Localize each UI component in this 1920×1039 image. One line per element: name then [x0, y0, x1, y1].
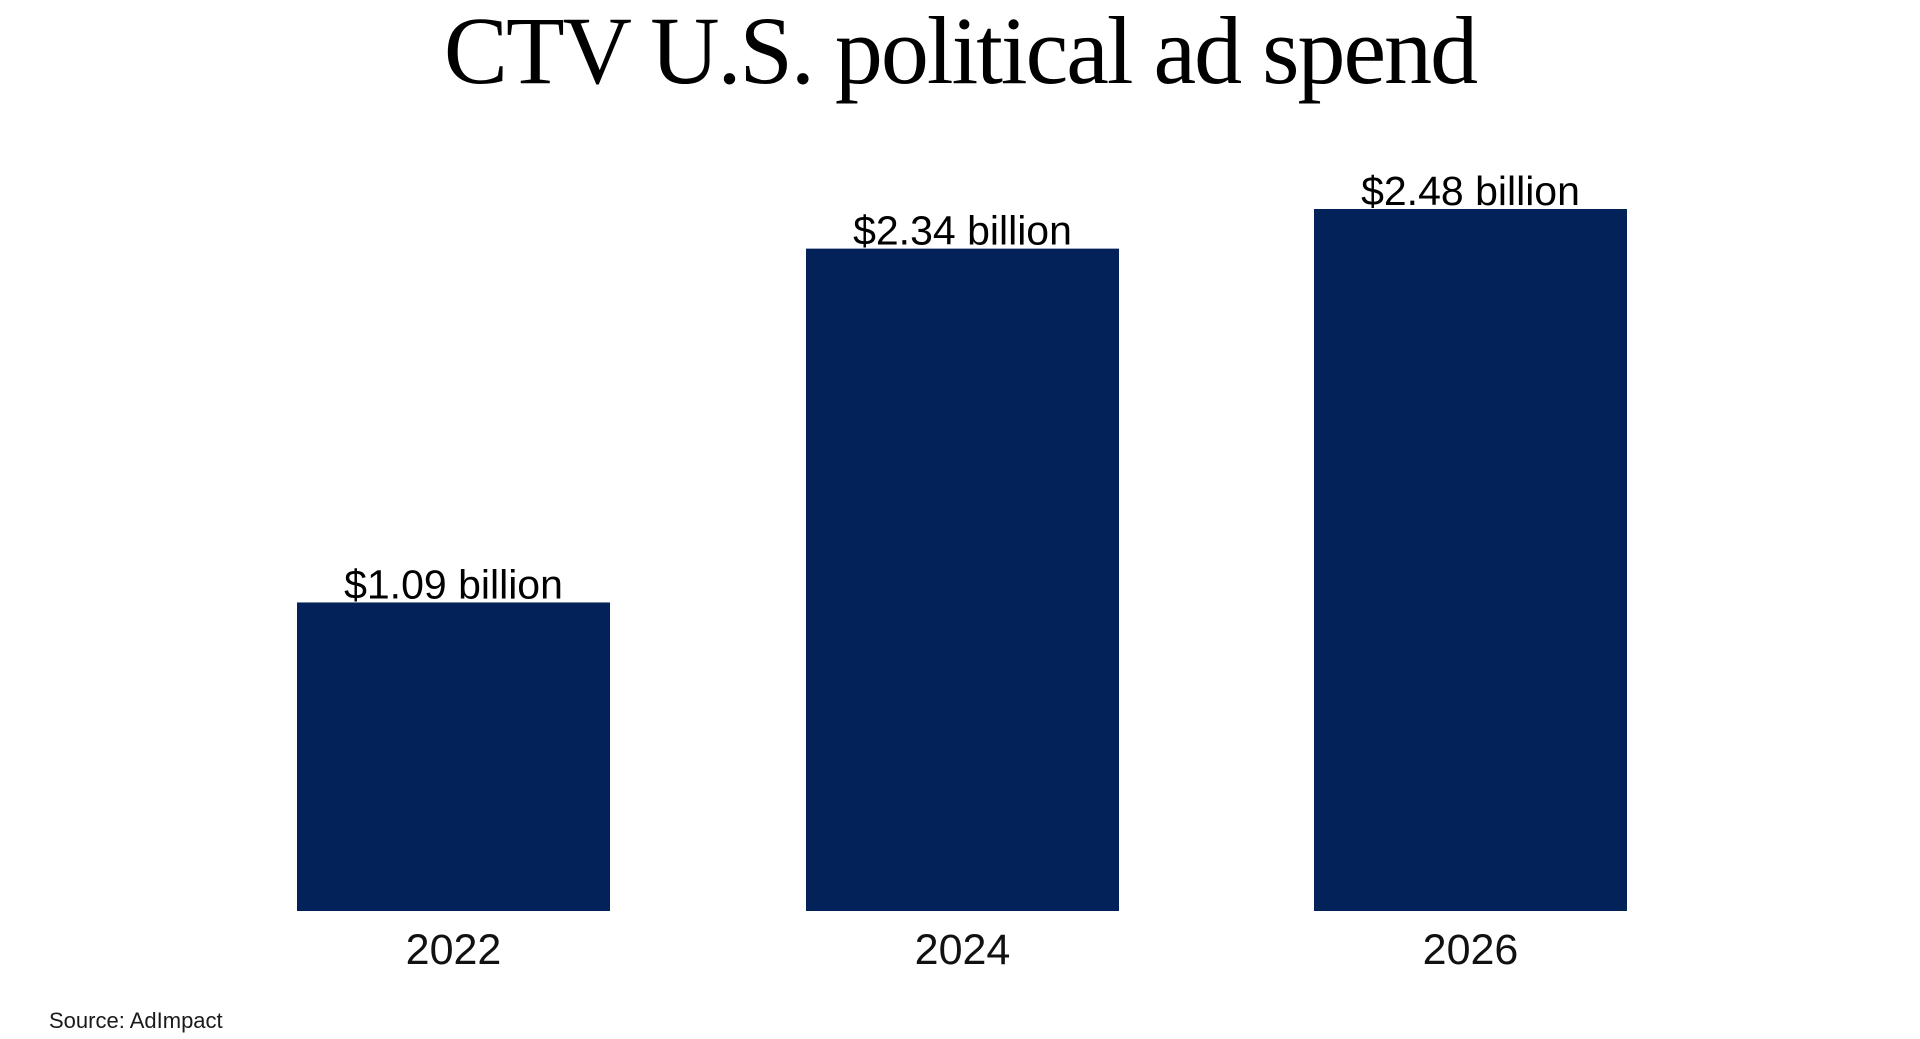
- data-label-2022: $1.09 billion: [344, 561, 563, 607]
- bar-2026: [1314, 209, 1627, 911]
- data-label-2024: $2.34 billion: [853, 208, 1072, 254]
- bar-2024: [806, 248, 1119, 911]
- x-tick-label-2026: 2026: [1423, 926, 1519, 974]
- data-label-2026: $2.48 billion: [1361, 168, 1580, 214]
- chart-title: CTV U.S. political ad spend: [443, 0, 1478, 104]
- bar-2022: [297, 602, 610, 911]
- source-note: Source: AdImpact: [49, 1008, 223, 1033]
- bar-chart: $1.09 billion 2022 $2.34 billion 2024 $2.48 …: [297, 168, 1627, 974]
- x-tick-label-2024: 2024: [915, 926, 1011, 974]
- x-tick-label-2022: 2022: [406, 926, 502, 974]
